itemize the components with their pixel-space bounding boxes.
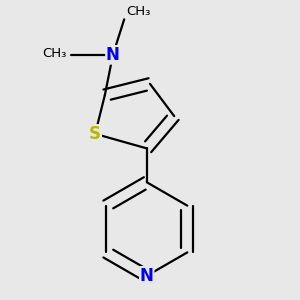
Text: N: N [140, 267, 154, 285]
Text: S: S [89, 125, 101, 143]
Text: CH₃: CH₃ [42, 47, 66, 60]
Text: N: N [106, 46, 120, 64]
Text: CH₃: CH₃ [126, 5, 150, 18]
